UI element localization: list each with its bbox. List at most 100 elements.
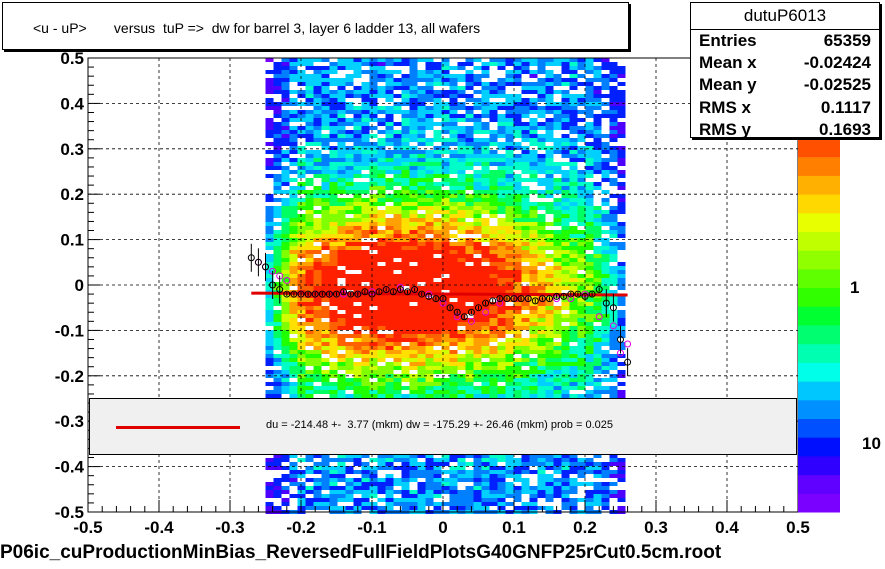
heatmap-cell	[497, 234, 506, 238]
heatmap-cell	[409, 70, 418, 74]
heatmap-cell	[457, 274, 466, 278]
profile-point-black	[404, 288, 411, 296]
heatmap-cell	[289, 130, 298, 134]
heatmap-cell	[361, 342, 370, 346]
heatmap-cell	[289, 470, 298, 474]
heatmap-cell	[457, 506, 466, 510]
heatmap-cell	[553, 62, 562, 66]
heatmap-cell	[321, 122, 330, 126]
heatmap-cell	[401, 262, 410, 266]
heatmap-cell	[345, 254, 354, 258]
heatmap-cell	[441, 118, 450, 122]
heatmap-cell	[545, 254, 554, 258]
heatmap-cell	[481, 490, 490, 494]
heatmap-cell	[569, 286, 578, 290]
heatmap-cell	[321, 330, 330, 334]
heatmap-cell	[593, 298, 602, 302]
heatmap-cell	[385, 354, 394, 358]
heatmap-cell	[369, 154, 378, 158]
heatmap-cell	[457, 226, 466, 230]
heatmap-cell	[521, 206, 530, 210]
heatmap-cell	[465, 390, 474, 394]
heatmap-cell	[385, 482, 394, 486]
heatmap-cell	[465, 342, 474, 346]
heatmap-cell	[585, 302, 594, 306]
heatmap-cell	[561, 70, 570, 74]
heatmap-cell	[529, 62, 538, 66]
heatmap-cell	[601, 242, 610, 246]
heatmap-cell	[289, 466, 298, 470]
heatmap-cell	[593, 382, 602, 386]
heatmap-cell	[489, 198, 498, 202]
heatmap-cell	[497, 142, 506, 146]
heatmap-cell	[513, 462, 522, 466]
heatmap-cell	[593, 354, 602, 358]
heatmap-cell	[361, 86, 370, 90]
heatmap-cell	[609, 138, 618, 142]
heatmap-cell	[609, 482, 618, 486]
heatmap-cell	[345, 266, 354, 270]
heatmap-cell	[545, 118, 554, 122]
heatmap-cell	[457, 386, 466, 390]
heatmap-cell	[321, 306, 330, 310]
heatmap-cell	[609, 158, 618, 162]
heatmap-cell	[417, 278, 426, 282]
heatmap-cell	[281, 150, 290, 154]
heatmap-cell	[321, 470, 330, 474]
heatmap-cell	[561, 486, 570, 490]
heatmap-cell	[553, 242, 562, 246]
heatmap-cell	[617, 242, 626, 246]
heatmap-cell	[521, 222, 530, 226]
heatmap-cell	[481, 186, 490, 190]
heatmap-cell	[361, 462, 370, 466]
heatmap-cell	[609, 250, 618, 254]
heatmap-cell	[401, 322, 410, 326]
heatmap-cell	[609, 354, 618, 358]
heatmap-cell	[553, 346, 562, 350]
heatmap-cell	[481, 370, 490, 374]
heatmap-cell	[337, 166, 346, 170]
heatmap-cell	[465, 254, 474, 258]
heatmap-cell	[305, 302, 314, 306]
heatmap-cell	[377, 346, 386, 350]
heatmap-cell	[489, 454, 498, 458]
heatmap-cell	[425, 314, 434, 318]
heatmap-cell	[273, 154, 282, 158]
heatmap-cell	[425, 238, 434, 242]
heatmap-cell	[289, 206, 298, 210]
heatmap-cell	[273, 138, 282, 142]
heatmap-cell	[553, 494, 562, 498]
heatmap-cell	[617, 274, 626, 278]
heatmap-cell	[409, 114, 418, 118]
heatmap-cell	[289, 234, 298, 238]
heatmap-cell	[609, 490, 618, 494]
heatmap-cell	[369, 502, 378, 506]
heatmap-cell	[481, 254, 490, 258]
heatmap-cell	[281, 302, 290, 306]
heatmap-cell	[361, 230, 370, 234]
heatmap-cell	[441, 462, 450, 466]
heatmap-cell	[489, 274, 498, 278]
heatmap-cell	[425, 162, 434, 166]
heatmap-cell	[417, 494, 426, 498]
heatmap-cell	[297, 230, 306, 234]
heatmap-cell	[305, 154, 314, 158]
heatmap-cell	[425, 334, 434, 338]
heatmap-cell	[281, 114, 290, 118]
heatmap-cell	[289, 350, 298, 354]
heatmap-cell	[465, 266, 474, 270]
heatmap-cell	[369, 470, 378, 474]
heatmap-cell	[601, 386, 610, 390]
heatmap-cell	[585, 106, 594, 110]
heatmap-cell	[345, 206, 354, 210]
heatmap-cell	[513, 470, 522, 474]
heatmap-cell	[281, 94, 290, 98]
heatmap-cell	[601, 462, 610, 466]
heatmap-cell	[409, 366, 418, 370]
heatmap-cell	[377, 62, 386, 66]
heatmap-cell	[569, 382, 578, 386]
heatmap-cell	[313, 190, 322, 194]
heatmap-cell	[601, 150, 610, 154]
heatmap-cell	[617, 230, 626, 234]
heatmap-cell	[281, 322, 290, 326]
